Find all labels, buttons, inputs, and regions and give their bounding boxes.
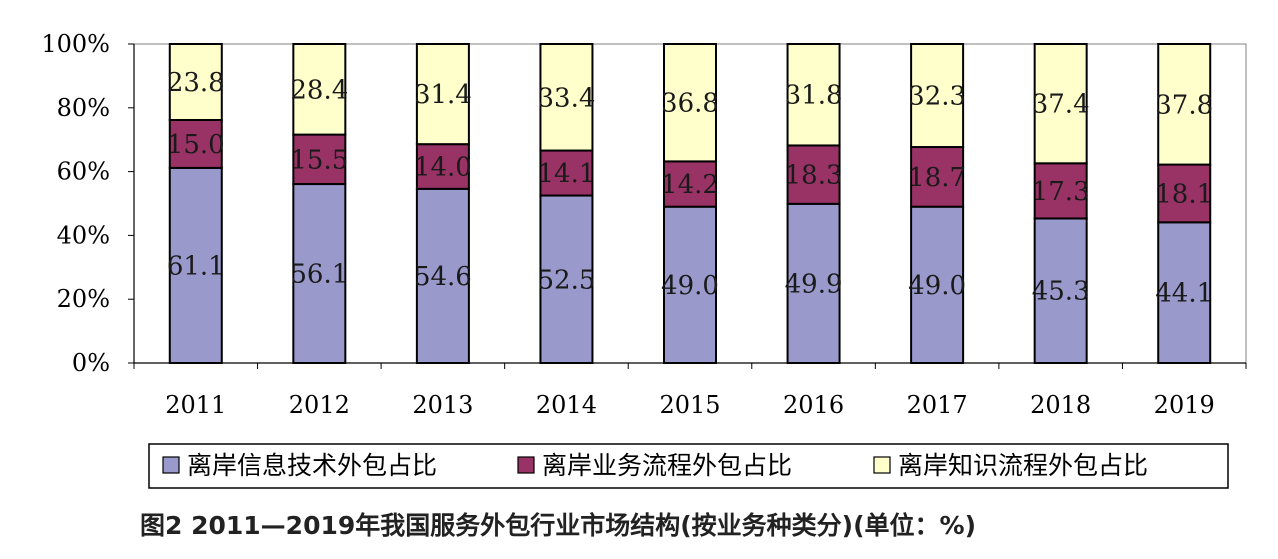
x-tick-label: 2014 [536,391,597,419]
legend-border [148,443,1229,489]
y-tick-label: 40% [57,221,110,249]
x-tick-label: 2011 [165,391,226,419]
data-label: 49.9 [785,269,843,299]
bar-segment [415,187,470,364]
data-label: 18.1 [1155,179,1213,209]
data-label: 15.0 [167,130,225,160]
legend-swatch [873,456,891,474]
data-label: 52.5 [537,265,595,295]
data-label: 31.8 [785,81,843,111]
data-label: 49.0 [908,271,966,301]
data-label: 15.5 [290,145,348,175]
y-tick-label: 20% [57,285,110,313]
bar-segment [415,43,470,146]
data-label: 18.3 [785,161,843,191]
x-tick-label: 2019 [1154,391,1215,419]
legend-swatch [162,456,180,474]
x-tick-label: 2017 [907,391,968,419]
bar-segment [292,133,347,186]
bar-segment [1157,43,1212,166]
bar-segment [1033,43,1088,165]
bar-segment [786,202,841,364]
x-axis: 2011 2012 2013 2014 2015 2016 2017 2018 2019 [133,362,1247,419]
legend-label: 离岸业务流程外包占比 [542,451,792,480]
bar-segment [168,118,223,169]
stacked-bar-chart: 0%20%40%60%80%100% 2011 2012 2013 2014 2015 2… [41,30,1247,489]
bar-segment [786,43,841,147]
y-axis: 0% 20% 40% 60% 80% 100% [41,30,135,377]
x-tick-label: 2012 [289,391,350,419]
legend-label: 离岸信息技术外包占比 [187,451,437,480]
bar-segment [663,205,717,364]
bar-segment [663,160,717,208]
bar-segment [1033,217,1088,364]
data-label: 14.2 [661,170,719,200]
data-label: 28.4 [290,75,348,105]
figure-caption: 图2 2011—2019年我国服务外包行业市场结构(按业务种类分)(单位：%) [140,511,977,540]
bar-segment [1157,221,1212,364]
data-label: 37.8 [1155,90,1213,120]
data-label: 56.1 [290,260,348,290]
data-label: 17.3 [1032,177,1090,207]
legend: 离岸信息技术外包占比 离岸业务流程外包占比 离岸知识流程外包占比 [148,443,1229,489]
x-tick-label: 2015 [659,391,720,419]
data-label: 32.3 [908,82,966,112]
data-label: 33.4 [537,83,595,113]
y-tick-label: 80% [57,94,110,122]
x-tick-label: 2016 [783,391,844,419]
data-label: 54.6 [414,262,472,292]
data-label: 44.1 [1155,279,1213,309]
data-label: 23.8 [167,68,225,98]
bar-segment [292,43,347,136]
legend-label: 离岸知识流程外包占比 [898,451,1148,480]
y-tick-label: 60% [57,158,110,186]
bar-segment [292,183,347,364]
bar-segment [663,43,717,163]
bar-segment [786,144,841,205]
bar-segment [910,146,965,208]
bar-segment [910,205,965,364]
data-label: 36.8 [661,89,719,119]
bar-segment [539,43,594,152]
y-tick-label: 0% [72,349,110,377]
data-label: 14.1 [537,159,595,189]
bar-segment [539,149,594,197]
bar-segment [539,194,594,364]
y-tick-label: 100% [41,30,110,58]
data-label: 49.0 [661,271,719,301]
bar-segment [168,43,223,121]
data-label: 31.4 [414,80,472,110]
legend-swatch [517,456,535,474]
data-label: 37.4 [1032,90,1090,120]
data-label: 14.0 [414,152,472,182]
data-label: 45.3 [1032,277,1090,307]
bars: 61.1 15.0 23.8 56.1 15.5 28.4 54.6 14.0 31.4 52.5… [167,43,1213,364]
bar-segment [910,43,965,149]
x-tick-label: 2018 [1030,391,1091,419]
data-label: 18.7 [908,163,966,193]
data-label: 61.1 [167,251,225,281]
x-tick-label: 2013 [412,391,473,419]
